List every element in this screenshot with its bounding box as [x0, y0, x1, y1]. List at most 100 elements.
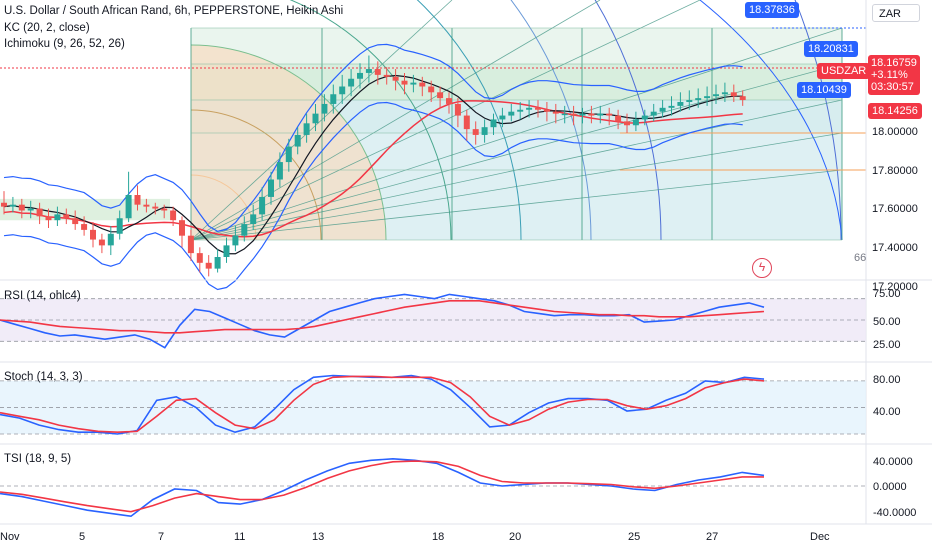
indicator-ichimoku-label[interactable]: Ichimoku (9, 26, 52, 26) — [4, 38, 125, 50]
candle-body — [36, 208, 43, 217]
x-tick: 13 — [312, 531, 325, 543]
indicator-series-line — [0, 300, 765, 334]
candle-body — [179, 220, 185, 236]
indicator-series-line — [0, 293, 765, 349]
candle-body — [72, 218, 79, 225]
price-tag-level3[interactable]: 18.10439 — [797, 82, 851, 98]
fib-fan-line — [190, 27, 843, 241]
fib-fan-line — [190, 0, 453, 241]
bar-countdown: 03:30:57 — [871, 81, 914, 93]
candle-body — [730, 92, 737, 97]
candle-body — [161, 208, 168, 211]
candle-body — [677, 102, 684, 106]
candle-body — [152, 206, 159, 209]
candle-body — [374, 69, 381, 75]
price-tick: 17.80000 — [872, 165, 918, 177]
candle-body — [401, 80, 408, 85]
kc-mid-tag: 18.14256 — [868, 103, 922, 119]
x-tick: 18 — [432, 531, 445, 543]
candle-body — [9, 204, 16, 207]
x-tick: 7 — [158, 531, 165, 543]
candle-body — [250, 214, 257, 225]
indicator-series-line — [0, 457, 765, 518]
candle-body — [18, 204, 25, 211]
candle-body — [686, 100, 693, 102]
indicator-kc-label[interactable]: KC (20, 2, close) — [4, 22, 90, 34]
candle-body — [517, 109, 524, 112]
candle-body — [490, 119, 497, 128]
x-tick: 11 — [234, 531, 246, 543]
fib-arc — [289, 0, 452, 241]
candle-body — [187, 235, 194, 254]
candle-body — [419, 82, 426, 87]
candle-body — [428, 86, 435, 93]
symbol-tag: USDZAR — [817, 63, 871, 79]
candle-body — [1, 202, 7, 207]
x-tick: 27 — [706, 531, 719, 543]
last-price: 18.16759 — [871, 57, 917, 69]
candle-body — [463, 115, 470, 130]
x-tick: 5 — [79, 531, 86, 543]
candle-body — [134, 195, 141, 205]
ichimoku-baseline — [3, 100, 743, 238]
candle-body — [312, 113, 319, 124]
candle-body — [125, 195, 132, 219]
candle-body — [276, 162, 283, 180]
flash-icon[interactable]: ϟ — [752, 258, 772, 278]
side-label: 66 — [854, 252, 867, 264]
rsi-label[interactable]: RSI (14, ohlc4) — [4, 290, 81, 302]
candle-body — [606, 113, 613, 116]
stoch-tick: 80.00 — [873, 374, 901, 386]
candle-body — [241, 224, 248, 236]
candle-body — [641, 115, 648, 120]
candle-body — [365, 69, 372, 73]
candle-body — [570, 113, 577, 116]
candle-body — [472, 129, 479, 135]
indicator-series-line — [0, 460, 764, 513]
candle-body — [446, 98, 452, 104]
tsi-label[interactable]: TSI (18, 9, 5) — [4, 453, 72, 465]
candle-body — [196, 253, 203, 263]
candle-body — [259, 196, 266, 215]
price-tag-level1[interactable]: 18.37836 — [745, 2, 799, 18]
candle-body — [321, 103, 328, 114]
candle-body — [739, 96, 746, 101]
candle-body — [45, 216, 52, 221]
price-tag-level2[interactable]: 18.20831 — [804, 41, 858, 57]
candle-body — [615, 115, 622, 122]
candle-body — [659, 107, 666, 112]
fib-fan-line — [190, 0, 701, 241]
candle-body — [721, 92, 728, 95]
tsi-tick: 40.0000 — [873, 456, 913, 468]
candle-body — [205, 262, 212, 269]
candle-body — [54, 214, 61, 221]
candle-body — [526, 107, 533, 110]
indicator-series-line — [0, 375, 765, 434]
candle-body — [303, 123, 310, 135]
chart-title: U.S. Dollar / South African Rand, 6h, PE… — [4, 5, 344, 17]
candle-body — [383, 74, 390, 77]
fib-arc — [190, 44, 387, 241]
candle-body — [713, 94, 719, 97]
candle-body — [294, 134, 301, 147]
candle-body — [552, 111, 559, 114]
price-tick: 17.20000 — [872, 281, 918, 293]
candle-body — [650, 111, 657, 116]
candle-body — [232, 235, 239, 246]
candle-body — [63, 214, 70, 219]
x-tick: Nov — [0, 531, 20, 543]
currency-selector[interactable]: ZAR — [872, 4, 920, 22]
candle-body — [597, 113, 604, 116]
candle-body — [27, 208, 34, 211]
stoch-tick: 40.00 — [873, 406, 901, 418]
price-tick: 17.60000 — [872, 203, 918, 215]
fib-arc — [190, 174, 257, 241]
tsi-tick: -40.0000 — [873, 507, 917, 519]
kc-lower-line — [3, 101, 743, 291]
candle-body — [437, 92, 444, 99]
ichimoku-cloud — [0, 198, 170, 221]
candle-body — [285, 146, 292, 163]
candle-body — [348, 78, 355, 87]
stoch-label[interactable]: Stoch (14, 3, 3) — [4, 371, 83, 383]
